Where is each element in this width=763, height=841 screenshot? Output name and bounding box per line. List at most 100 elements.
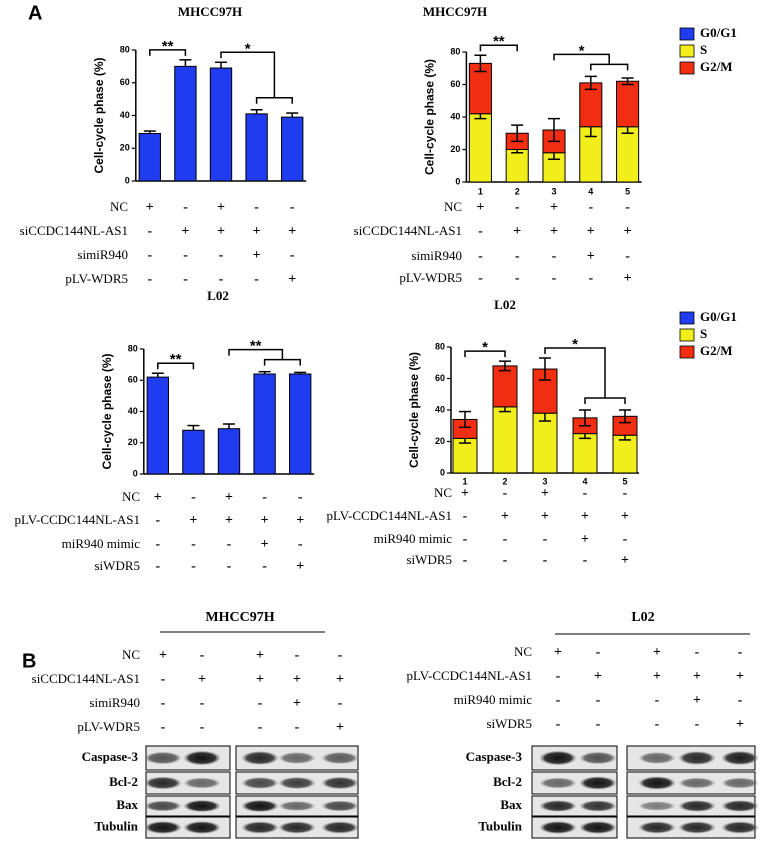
x-tick-label: 4 — [588, 186, 593, 196]
blot-band — [278, 776, 316, 790]
protein-label: Bax — [116, 797, 138, 812]
condition-sign: - — [219, 248, 224, 263]
x-tick-label: 5 — [622, 476, 627, 486]
condition-sign: - — [254, 272, 259, 287]
condition-sign: + — [653, 645, 661, 660]
blot-band — [241, 821, 279, 834]
bar-segment — [492, 365, 518, 408]
bar-segment — [616, 126, 640, 183]
legend-label: G0/G1 — [700, 309, 737, 324]
condition-sign: - — [583, 553, 588, 568]
condition-sign: - — [155, 537, 160, 552]
condition-sign: + — [189, 513, 197, 528]
blot-band — [183, 821, 221, 834]
condition-sign: - — [338, 648, 343, 663]
condition-sign: - — [596, 693, 601, 708]
condition-sign: + — [476, 200, 484, 215]
condition-sign: - — [191, 537, 196, 552]
condition-sign: - — [552, 249, 557, 264]
y-axis-label: Cell-cycle phase (%) — [423, 59, 437, 175]
condition-sign: + — [296, 559, 304, 574]
condition-sign: - — [227, 559, 232, 574]
condition-sign: - — [298, 537, 303, 552]
blot-band — [678, 750, 716, 766]
blot-band — [241, 776, 279, 790]
panel-label: A — [28, 2, 42, 24]
condition-label: siCCDC144NL-AS1 — [32, 671, 140, 686]
blot-title: L02 — [631, 610, 654, 625]
protein-label: Tubulin — [94, 818, 138, 833]
condition-label: miR940 mimic — [62, 536, 141, 551]
y-tick-label: 20 — [435, 436, 445, 446]
condition-sign: - — [596, 645, 601, 660]
condition-label: NC — [122, 489, 140, 504]
condition-sign: + — [541, 486, 549, 501]
condition-sign: - — [183, 200, 188, 215]
blot-band — [579, 800, 617, 812]
condition-sign: + — [587, 249, 595, 264]
condition-sign: - — [183, 272, 188, 287]
bar-segment — [505, 149, 529, 183]
blot-band — [721, 800, 759, 812]
condition-sign: + — [198, 672, 206, 687]
significance-bracket — [544, 347, 626, 404]
y-axis-label: Cell-cycle phase (%) — [407, 352, 421, 468]
blot-band — [144, 776, 182, 790]
bar-segment — [572, 433, 598, 474]
blot-band — [144, 800, 182, 812]
condition-sign: - — [200, 648, 205, 663]
condition-sign: - — [262, 490, 267, 505]
condition-sign: + — [621, 553, 629, 568]
blot-band — [241, 799, 279, 813]
condition-sign: + — [288, 272, 296, 287]
blot-band — [721, 821, 759, 834]
y-tick-label: 20 — [120, 143, 130, 153]
blot-band — [539, 821, 577, 834]
significance-label: * — [572, 336, 578, 353]
significance-bracket — [157, 362, 195, 370]
condition-sign: + — [550, 200, 558, 215]
blot-band — [144, 751, 182, 765]
legend-swatch — [679, 61, 695, 75]
condition-sign: + — [217, 224, 225, 239]
condition-sign: - — [588, 271, 593, 286]
condition-sign: - — [463, 532, 468, 547]
condition-sign: + — [256, 648, 264, 663]
legend-label: S — [700, 326, 707, 341]
blot-band — [678, 777, 716, 789]
panel-label: B — [22, 650, 36, 672]
condition-sign: + — [293, 672, 301, 687]
condition-label: NC — [110, 199, 128, 214]
condition-sign: + — [146, 200, 154, 215]
significance-label: ** — [162, 38, 174, 55]
protein-label: Caspase-3 — [466, 749, 523, 764]
blot-band — [278, 800, 316, 812]
condition-sign: + — [159, 648, 167, 663]
blot-band — [539, 750, 577, 766]
blot-band — [579, 751, 617, 765]
condition-sign: - — [583, 486, 588, 501]
chart-title: L02 — [494, 297, 516, 312]
blot-band — [183, 750, 221, 766]
y-tick-label: 20 — [450, 144, 460, 154]
condition-label: siCCDC144NL-AS1 — [354, 223, 462, 238]
condition-sign: + — [217, 200, 225, 215]
condition-sign: + — [587, 224, 595, 239]
blot-band — [321, 821, 359, 834]
legend-label: G0/G1 — [700, 25, 737, 40]
significance-label: ** — [493, 33, 505, 50]
condition-sign: + — [541, 509, 549, 524]
bar — [209, 67, 233, 182]
condition-sign: + — [336, 672, 344, 687]
condition-sign: - — [183, 248, 188, 263]
blot-band — [638, 801, 676, 811]
condition-sign: + — [621, 509, 629, 524]
condition-label: pLV-WDR5 — [399, 270, 462, 285]
x-tick-label: 1 — [462, 476, 467, 486]
condition-sign: - — [738, 645, 743, 660]
condition-sign: + — [296, 513, 304, 528]
condition-sign: - — [478, 271, 483, 286]
legend-label: G2/M — [700, 343, 733, 358]
significance-label: ** — [170, 351, 182, 368]
